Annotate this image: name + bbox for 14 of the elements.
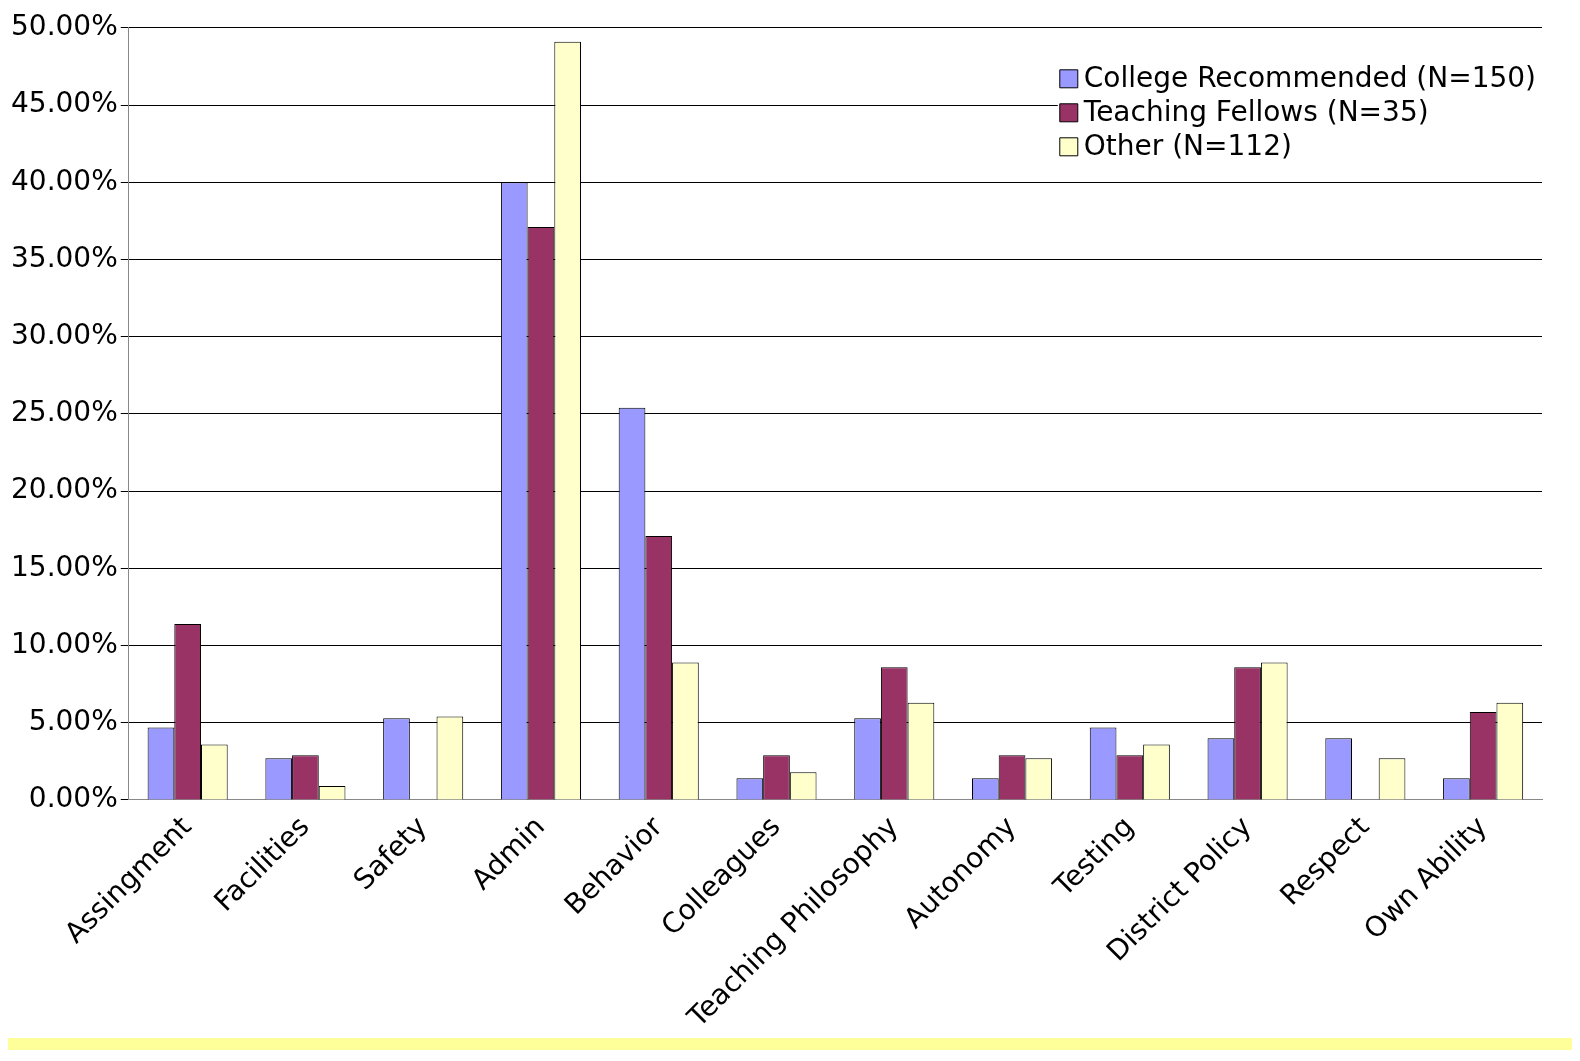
legend-label: Teaching Fellows (N=35) — [1082, 95, 1429, 129]
y-tick-label: 45.00% — [11, 86, 118, 120]
y-tick-label: 5.00% — [28, 704, 118, 738]
legend-label: College Recommended (N=150) — [1083, 61, 1537, 95]
y-tick-label: 20.00% — [11, 472, 118, 506]
y-tick-label: 10.00% — [11, 626, 118, 660]
legend-label: Other (N=112) — [1083, 129, 1292, 163]
y-tick-label: 15.00% — [11, 549, 118, 583]
y-tick-label: 30.00% — [11, 317, 118, 351]
y-tick-label: 35.00% — [11, 240, 118, 274]
y-tick-label: 25.00% — [11, 395, 118, 429]
y-tick-label: 50.00% — [11, 9, 118, 43]
y-tick-label: 40.00% — [11, 163, 118, 197]
y-tick-label: 0.00% — [28, 781, 118, 815]
